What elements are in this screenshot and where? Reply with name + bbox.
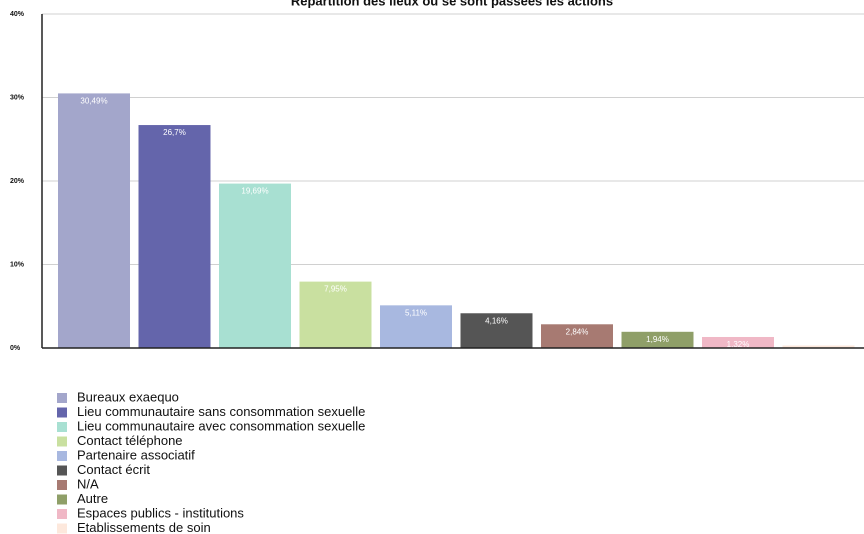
legend-swatch <box>57 523 67 534</box>
value-label: 5,11% <box>405 308 427 317</box>
bar <box>380 305 452 348</box>
legend-label: Contact téléphone <box>77 433 183 448</box>
bar <box>219 183 291 348</box>
legend-swatch <box>57 407 67 418</box>
value-label: 1,32% <box>727 340 750 349</box>
bar <box>58 93 130 348</box>
value-label: 19,69% <box>241 187 268 196</box>
value-label: 4,16% <box>485 316 508 325</box>
y-tick-label: 0% <box>10 345 21 352</box>
legend-label: Autre <box>77 491 108 506</box>
y-tick-label: 10% <box>10 261 25 268</box>
legend-swatch <box>57 480 67 490</box>
bar <box>621 331 694 348</box>
value-label: 26,7% <box>163 128 186 137</box>
legend-swatch <box>57 494 67 505</box>
bar <box>138 125 211 349</box>
value-label: 7,95% <box>324 285 347 294</box>
legend-label: Espaces publics - institutions <box>77 505 244 520</box>
y-tick-label: 20% <box>10 178 25 185</box>
bar <box>702 336 774 348</box>
legend-label: Etablissements de soin <box>77 520 211 534</box>
legend-label: Lieu communautaire avec consommation sex… <box>77 418 365 433</box>
y-tick-label: 30% <box>10 94 25 101</box>
value-label: 30,49% <box>80 97 107 106</box>
chart-title: Répartition des lieux où se sont passées… <box>291 0 613 8</box>
legend-swatch <box>57 422 67 432</box>
bar <box>460 313 533 348</box>
y-tick-label: 40% <box>10 11 25 18</box>
value-label: 1,94% <box>646 335 669 344</box>
legend-swatch <box>57 465 67 476</box>
legend-label: N/A <box>77 476 99 491</box>
bar <box>299 281 372 348</box>
legend-swatch <box>57 436 67 447</box>
bar <box>782 345 855 348</box>
legend-label: Partenaire associatif <box>77 447 195 462</box>
value-label: 2,84% <box>566 327 589 336</box>
bar <box>541 324 613 348</box>
legend-label: Contact écrit <box>77 462 150 477</box>
legend-swatch <box>57 509 67 519</box>
legend-swatch <box>57 393 67 403</box>
legend-label: Lieu communautaire sans consommation sex… <box>77 404 365 419</box>
legend-label: Bureaux exaequo <box>77 389 179 404</box>
legend-swatch <box>57 451 67 461</box>
